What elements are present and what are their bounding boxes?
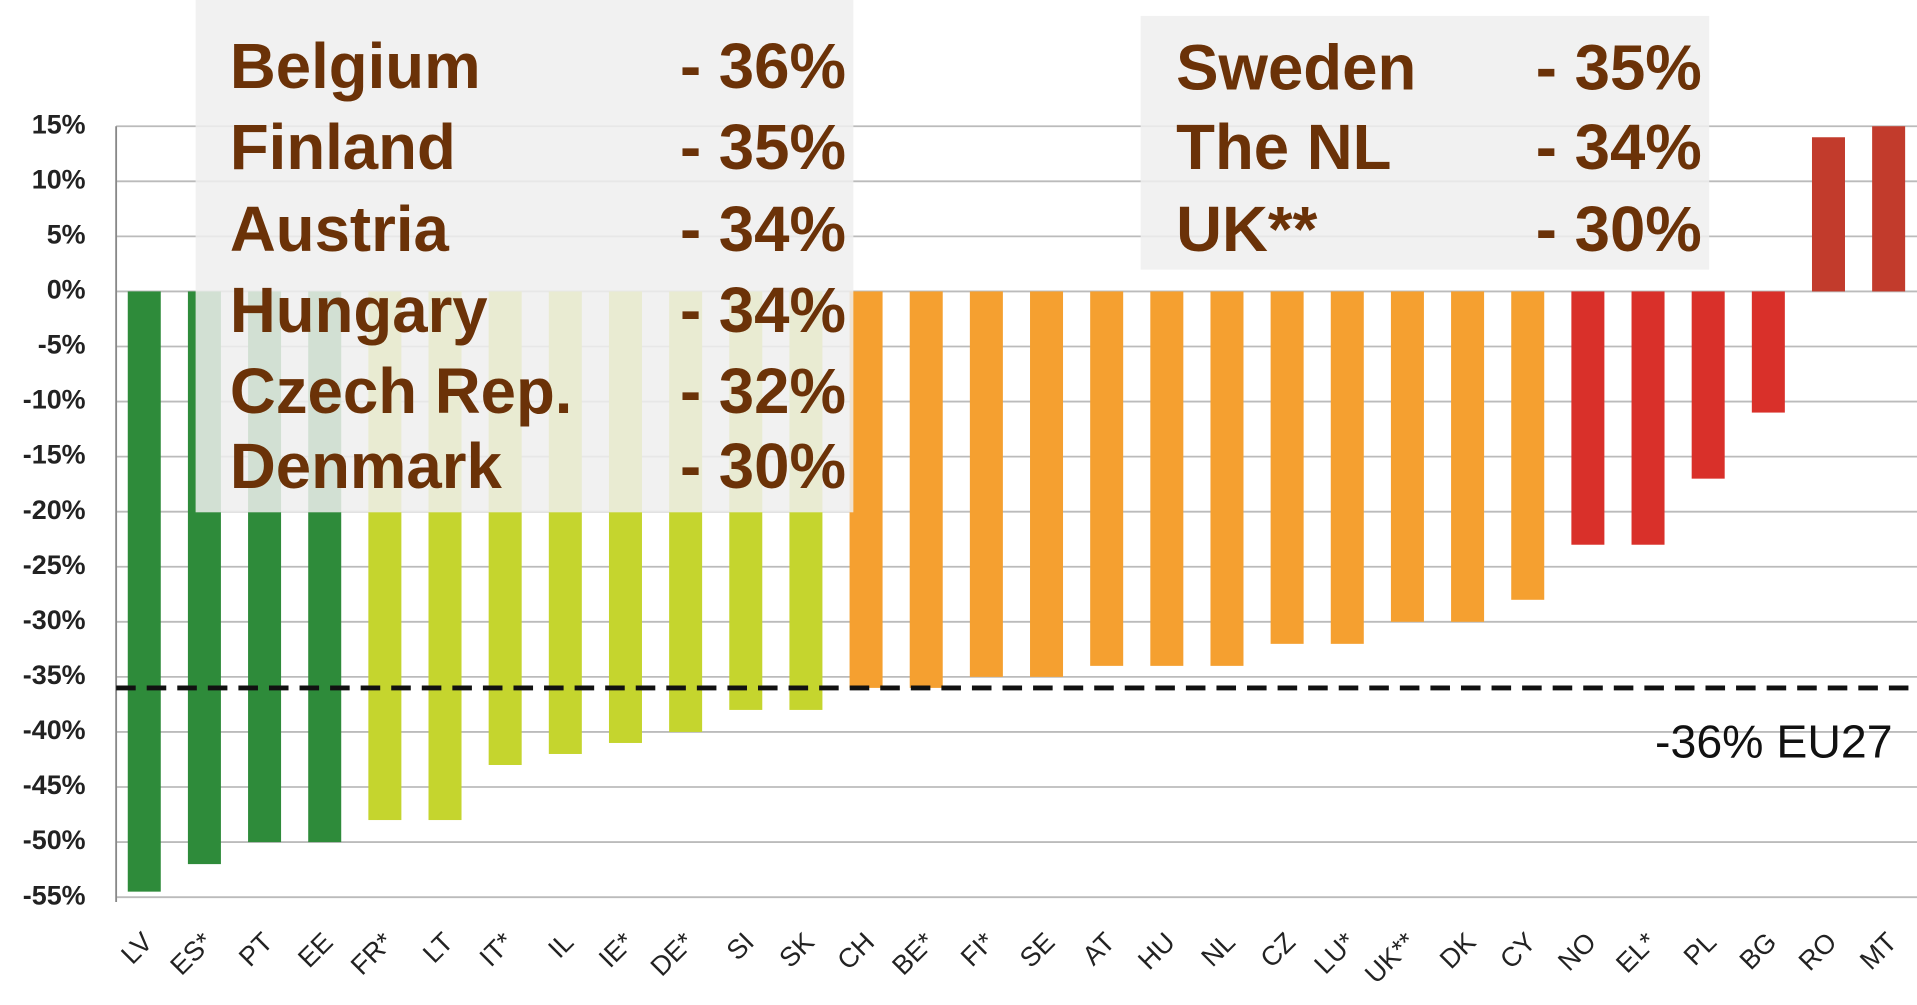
bar bbox=[1751, 291, 1785, 413]
bar bbox=[1811, 137, 1845, 292]
x-tick-label: HU bbox=[1132, 927, 1181, 976]
x-tick-label: UK** bbox=[1359, 926, 1422, 989]
annotation-name: UK** bbox=[1176, 194, 1318, 265]
x-tick-label: BE* bbox=[886, 926, 940, 980]
annotation-name: Czech Rep. bbox=[230, 356, 573, 427]
x-tick-label: SI bbox=[721, 927, 760, 966]
reference-label: -36% EU27 bbox=[1655, 715, 1893, 767]
x-tick-label: PT bbox=[233, 927, 278, 973]
y-tick-label: -35% bbox=[23, 660, 86, 690]
x-tick-label: CZ bbox=[1255, 927, 1302, 974]
x-tick-label: CH bbox=[831, 927, 880, 976]
bar bbox=[1691, 291, 1725, 479]
bar bbox=[1511, 291, 1545, 600]
bar bbox=[1330, 291, 1364, 644]
annotation-box bbox=[195, 0, 854, 513]
y-tick-label: -45% bbox=[23, 770, 86, 800]
y-tick-label: -50% bbox=[23, 825, 86, 855]
annotation-value: - 30% bbox=[680, 431, 846, 502]
x-tick-label: PL bbox=[1678, 927, 1722, 972]
bar bbox=[1270, 291, 1304, 644]
annotation-value: - 35% bbox=[680, 112, 846, 183]
y-tick-label: 5% bbox=[47, 219, 86, 249]
annotation-value: - 30% bbox=[1536, 194, 1702, 265]
annotation-value: - 32% bbox=[680, 356, 846, 427]
annotation-value: - 34% bbox=[1536, 112, 1702, 183]
bar bbox=[849, 291, 883, 688]
annotation-value: - 34% bbox=[680, 275, 846, 346]
y-tick-label: 10% bbox=[32, 164, 86, 194]
bar bbox=[1571, 291, 1605, 545]
y-tick-label: -25% bbox=[23, 550, 86, 580]
x-tick-label: NL bbox=[1195, 927, 1241, 973]
y-tick-label: 0% bbox=[47, 275, 86, 305]
bar bbox=[1210, 291, 1244, 666]
bar bbox=[909, 291, 943, 688]
x-tick-label: DK bbox=[1434, 927, 1482, 975]
x-tick-label: DE* bbox=[645, 926, 700, 982]
bar bbox=[1451, 291, 1485, 622]
y-tick-label: -40% bbox=[23, 715, 86, 745]
annotation-name: Finland bbox=[230, 112, 456, 183]
y-tick-label: -20% bbox=[23, 495, 86, 525]
annotation-name: The NL bbox=[1176, 112, 1391, 183]
x-tick-label: CY bbox=[1494, 927, 1542, 975]
annotation-name: Denmark bbox=[230, 431, 503, 502]
x-tick-label: FR* bbox=[345, 926, 399, 980]
bar bbox=[1631, 291, 1665, 545]
x-tick-label: AT bbox=[1077, 927, 1121, 971]
x-tick-label: FI* bbox=[955, 926, 1001, 972]
y-tick-label: -10% bbox=[23, 385, 86, 415]
bar bbox=[1872, 126, 1906, 292]
x-tick-label: LU* bbox=[1308, 926, 1361, 979]
bar bbox=[1150, 291, 1184, 666]
x-tick-label: RO bbox=[1793, 927, 1843, 977]
x-tick-label: SE bbox=[1014, 927, 1061, 974]
x-tick-label: LT bbox=[417, 927, 459, 969]
y-tick-label: 15% bbox=[32, 109, 86, 139]
bar bbox=[969, 291, 1003, 677]
annotation-name: Hungary bbox=[230, 275, 488, 346]
y-tick-label: -55% bbox=[23, 880, 86, 910]
x-tick-label: LV bbox=[115, 927, 158, 970]
annotation-name: Sweden bbox=[1176, 32, 1416, 103]
x-tick-label: EE bbox=[292, 927, 339, 974]
annotation-name: Austria bbox=[230, 194, 450, 265]
x-tick-label: BG bbox=[1734, 927, 1783, 976]
annotation-value: - 36% bbox=[680, 31, 846, 102]
y-tick-label: -5% bbox=[38, 330, 86, 360]
x-tick-label: ES* bbox=[164, 926, 218, 980]
y-tick-label: -15% bbox=[23, 440, 86, 470]
x-tick-label: MT bbox=[1854, 927, 1903, 976]
x-tick-label: NO bbox=[1552, 927, 1602, 977]
bar bbox=[1090, 291, 1124, 666]
x-tick-label: SK bbox=[773, 927, 820, 974]
annotation-value: - 35% bbox=[1536, 32, 1702, 103]
x-tick-label: EL* bbox=[1610, 926, 1662, 978]
annotation-name: Belgium bbox=[230, 31, 481, 102]
annotation-box bbox=[1140, 15, 1710, 270]
y-tick-label: -30% bbox=[23, 605, 86, 635]
bar bbox=[1390, 291, 1424, 622]
bar bbox=[1030, 291, 1064, 677]
x-tick-label: IE* bbox=[593, 926, 640, 973]
x-tick-label: IT* bbox=[474, 926, 520, 972]
x-tick-label: IL bbox=[542, 927, 579, 964]
bar bbox=[127, 291, 161, 892]
annotation-value: - 34% bbox=[680, 194, 846, 265]
